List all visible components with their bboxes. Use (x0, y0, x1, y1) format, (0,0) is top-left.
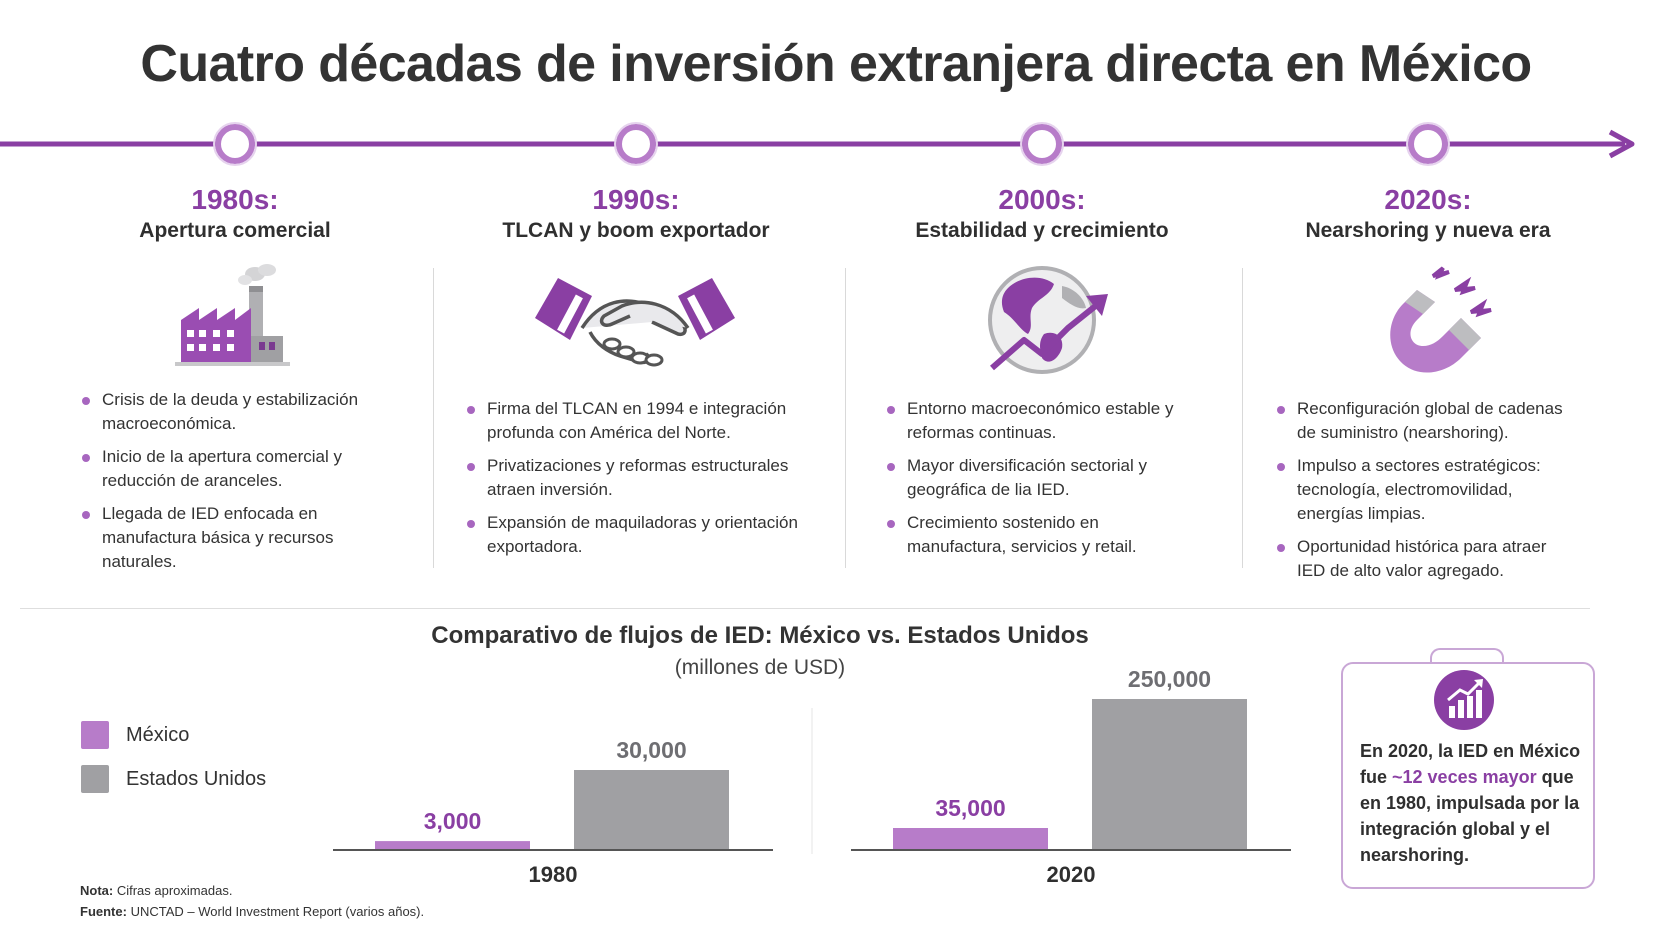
legend-label-mexico: México (126, 724, 190, 746)
callout-text: En 2020, la IED en México fue ~12 veces … (1360, 738, 1585, 868)
list-item: Entorno macroeconómico estable y reforma… (885, 397, 1185, 445)
factory-icon (175, 264, 290, 366)
x-tick-label: 2020 (1047, 862, 1096, 887)
timeline-marker-2020s (1406, 122, 1450, 166)
globe-growth-icon (988, 266, 1108, 374)
timeline (0, 122, 1635, 166)
note-label: Nota: (80, 883, 114, 898)
timeline-marker-1980s (213, 122, 257, 166)
timeline-arrow-icon (1608, 129, 1635, 159)
timeline-marker-2000s (1020, 122, 1064, 166)
callout-text-before: En 2020, la IED en México fue (1360, 741, 1581, 787)
era-year: 1980s: (191, 184, 279, 215)
divider (1242, 268, 1243, 568)
era-1990s-bullets: Firma del TLCAN en 1994 e integración pr… (465, 397, 815, 568)
era-2020s-bullets: Reconfiguración global de cadenas de sum… (1275, 397, 1575, 592)
source-label: Fuente: (80, 904, 127, 919)
magnet-icon (1390, 266, 1492, 373)
list-item: Mayor diversificación sectorial y geográ… (885, 454, 1185, 502)
era-year: 1990s: (592, 184, 680, 215)
list-item: Firma del TLCAN en 1994 e integración pr… (465, 397, 815, 445)
list-item: Expansión de maquiladoras y orientación … (465, 511, 815, 559)
page-title: Cuatro décadas de inversión extranjera d… (140, 35, 1532, 93)
chart-title: Comparativo de flujos de IED: México vs.… (431, 622, 1089, 649)
list-item: Crisis de la deuda y estabilización macr… (80, 388, 380, 436)
note: Nota: Cifras aproximadas. (80, 883, 232, 898)
list-item: Inicio de la apertura comercial y reducc… (80, 445, 380, 493)
data-label-mexico-1980: 3,000 (424, 808, 482, 834)
legend-label-usa: Estados Unidos (126, 768, 267, 790)
data-label-usa-1980: 30,000 (616, 737, 686, 763)
era-1980s: 1980s: Apertura comercial (45, 183, 425, 245)
era-2020s: 2020s: Nearshoring y nueva era (1238, 183, 1618, 245)
growth-chart-icon (1434, 670, 1494, 730)
source: Fuente: UNCTAD – World Investment Report… (80, 904, 424, 919)
handshake-icon (535, 278, 735, 367)
era-year: 2000s: (998, 184, 1086, 215)
list-item: Crecimiento sostenido en manufactura, se… (885, 511, 1185, 559)
era-subtitle: TLCAN y boom exportador (502, 219, 770, 242)
era-2000s: 2000s: Estabilidad y crecimiento (852, 183, 1232, 245)
data-label-mexico-2020: 35,000 (935, 795, 1005, 821)
era-year: 2020s: (1384, 184, 1472, 215)
list-item: Llegada de IED enfocada en manufactura b… (80, 502, 380, 574)
legend-swatch-mexico (81, 721, 109, 749)
era-1980s-bullets: Crisis de la deuda y estabilización macr… (80, 388, 380, 583)
divider (433, 268, 434, 568)
era-subtitle: Apertura comercial (139, 219, 331, 242)
legend-swatch-usa (81, 765, 109, 793)
list-item: Oportunidad histórica para atraer IED de… (1275, 535, 1575, 583)
divider (845, 268, 846, 568)
timeline-marker-1990s (614, 122, 658, 166)
era-2000s-bullets: Entorno macroeconómico estable y reforma… (885, 397, 1185, 568)
bar-mexico-2020 (893, 828, 1048, 849)
era-subtitle: Estabilidad y crecimiento (915, 219, 1169, 242)
era-1990s: 1990s: TLCAN y boom exportador (446, 183, 826, 245)
bar-usa-2020 (1092, 699, 1247, 849)
source-text: UNCTAD – World Investment Report (varios… (126, 904, 425, 919)
list-item: Impulso a sectores estratégicos: tecnolo… (1275, 454, 1575, 526)
bar-mexico-1980 (375, 841, 530, 849)
divider (20, 608, 1590, 609)
bar-usa-1980 (574, 770, 729, 849)
note-text: Cifras aproximadas. (113, 883, 233, 898)
callout-text-after: que en 1980, impulsada por la integració… (1360, 767, 1580, 865)
callout-highlight: ~12 veces mayor (1392, 767, 1537, 787)
chart-subtitle: (millones de USD) (674, 656, 846, 679)
list-item: Privatizaciones y reformas estructurales… (465, 454, 815, 502)
list-item: Reconfiguración global de cadenas de sum… (1275, 397, 1575, 445)
era-subtitle: Nearshoring y nueva era (1305, 219, 1551, 242)
x-tick-label: 1980 (529, 862, 578, 887)
